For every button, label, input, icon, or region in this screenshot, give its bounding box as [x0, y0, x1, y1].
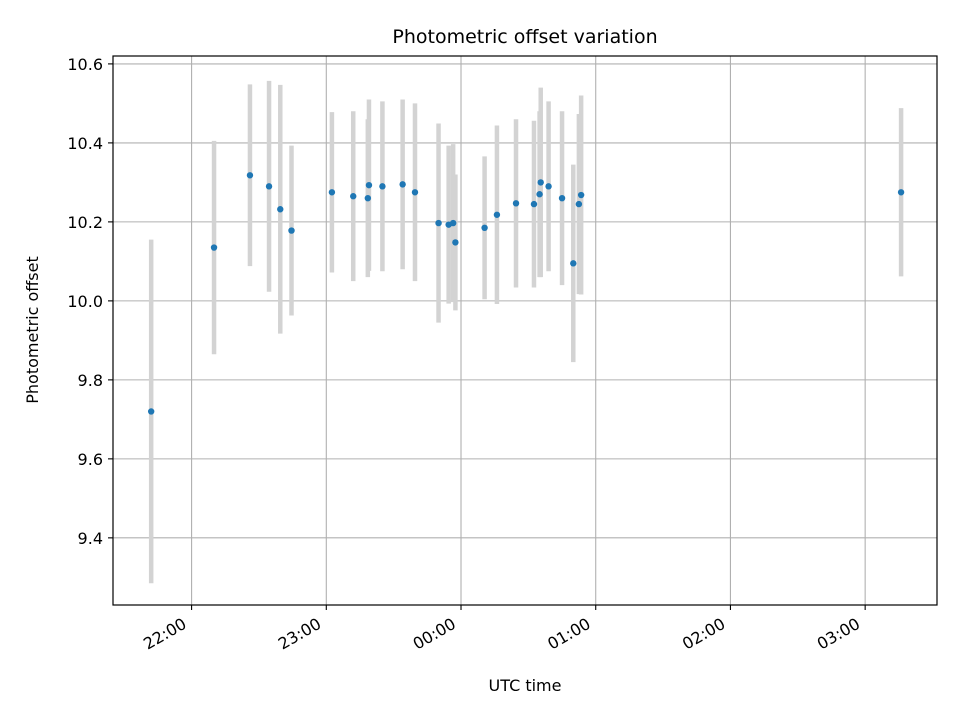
data-point [536, 191, 543, 198]
data-point [577, 191, 585, 199]
data-point [288, 227, 295, 234]
data-point [265, 183, 273, 190]
y-tick-label: 9.8 [78, 371, 103, 390]
data-point [493, 211, 501, 218]
x-axis-label: UTC time [489, 676, 562, 695]
data-point [350, 193, 357, 200]
data-point [277, 206, 284, 213]
data-point [435, 219, 442, 227]
plot-frame [112, 55, 938, 606]
y-tick-label: 10.4 [67, 134, 103, 153]
chart-title: Photometric offset variation [392, 26, 657, 48]
data-point [481, 224, 488, 232]
data-point [411, 189, 419, 196]
data-point [328, 189, 336, 196]
data-point [558, 194, 566, 202]
data-point [379, 183, 386, 190]
data-point [449, 219, 457, 227]
y-tick-label: 10.6 [67, 55, 103, 74]
data-point [570, 260, 577, 267]
y-tick-label: 9.6 [78, 450, 103, 469]
data-point [210, 244, 218, 251]
data-point [365, 181, 373, 189]
data-point [147, 408, 155, 415]
data-point [246, 172, 254, 179]
y-tick-label: 10.2 [67, 213, 103, 232]
data-point [530, 200, 538, 208]
data-point [452, 239, 459, 246]
data-point [575, 200, 583, 208]
y-tick-label: 10.0 [67, 292, 103, 311]
data-point [512, 200, 520, 207]
y-axis-ticks: 9.4 9.6 9.8 10.0 10.2 10.4 10.6 [67, 55, 113, 548]
y-tick-label: 9.4 [78, 529, 103, 548]
data-point [537, 179, 544, 186]
data-point [897, 189, 905, 196]
data-point [545, 183, 552, 190]
data-point [399, 181, 406, 188]
data-points [147, 172, 905, 415]
data-point [364, 194, 372, 202]
y-axis-label: Photometric offset [23, 256, 42, 404]
